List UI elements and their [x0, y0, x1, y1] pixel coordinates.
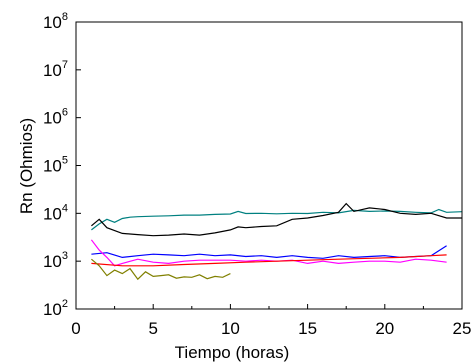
y-tick-label: 105 — [43, 155, 68, 176]
x-tick-label: 10 — [221, 319, 240, 338]
x-tick-label: 0 — [71, 319, 80, 338]
x-axis-label: Tiempo (horas) — [175, 343, 290, 362]
y-tick-label: 108 — [43, 11, 68, 32]
x-tick-label: 20 — [375, 319, 394, 338]
series-layer — [90, 202, 463, 281]
y-tick-label: 107 — [43, 59, 68, 80]
series-line-2 — [91, 202, 462, 237]
x-tick-label: 15 — [298, 319, 317, 338]
y-tick-label: 106 — [43, 107, 68, 128]
y-ticks: 102 103 104 105 106 107 108 — [43, 11, 81, 319]
x-tick-label: 5 — [148, 319, 157, 338]
x-tick-label: 25 — [453, 319, 472, 338]
y-axis-label: Rn (Ohmios) — [17, 118, 36, 214]
series-line-6 — [91, 258, 231, 281]
series-line-4 — [90, 239, 447, 267]
y-tick-label: 102 — [43, 298, 68, 319]
y-tick-label: 104 — [43, 202, 68, 223]
series-line-5 — [91, 254, 447, 267]
y-tick-label: 103 — [43, 250, 68, 271]
series-line-3 — [91, 245, 447, 259]
x-ticks: 0 5 10 15 20 25 — [71, 304, 471, 338]
series-line-1 — [91, 208, 463, 231]
